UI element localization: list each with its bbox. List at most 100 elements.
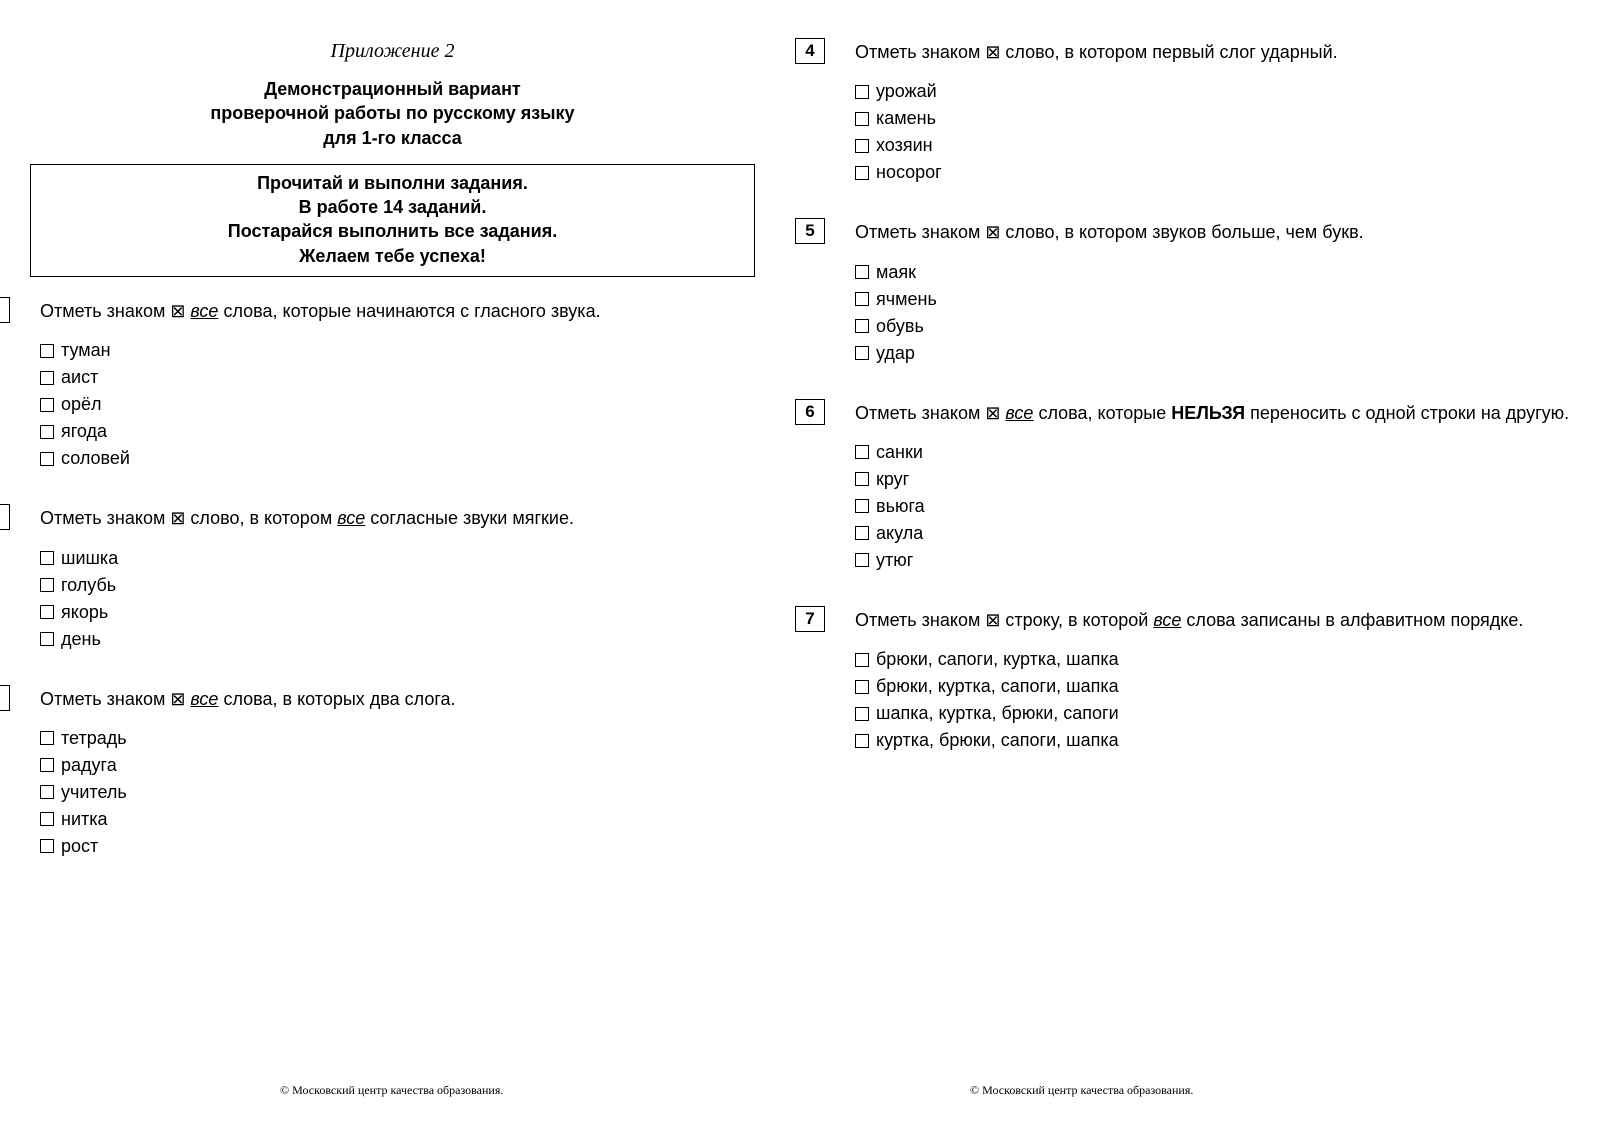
task-body: Отметь знаком ⊠ строку, в которой все сл… xyxy=(855,608,1570,754)
checkbox-icon[interactable] xyxy=(855,472,869,486)
option-row: голубь xyxy=(40,572,755,599)
checkbox-icon[interactable] xyxy=(40,731,54,745)
checkbox-icon[interactable] xyxy=(855,166,869,180)
option-label: удар xyxy=(876,340,915,367)
task-7: 7Отметь знаком ⊠ строку, в которой все с… xyxy=(845,608,1570,754)
option-row: камень xyxy=(855,105,1570,132)
option-row: носорог xyxy=(855,159,1570,186)
checkbox-icon[interactable] xyxy=(855,499,869,513)
option-row: куртка, брюки, сапоги, шапка xyxy=(855,727,1570,754)
option-label: туман xyxy=(61,337,111,364)
appendix-label: Приложение 2 xyxy=(30,40,755,63)
checkbox-icon[interactable] xyxy=(855,292,869,306)
checkbox-icon[interactable] xyxy=(855,265,869,279)
task-body: Отметь знаком ⊠ слово, в котором все сог… xyxy=(40,506,755,652)
checkbox-icon[interactable] xyxy=(855,526,869,540)
checkbox-icon[interactable] xyxy=(40,785,54,799)
option-row: якорь xyxy=(40,599,755,626)
option-label: шапка, куртка, брюки, сапоги xyxy=(876,700,1119,727)
checkbox-icon[interactable] xyxy=(40,344,54,358)
option-label: утюг xyxy=(876,547,913,574)
option-row: рост xyxy=(40,833,755,860)
checkbox-icon[interactable] xyxy=(40,605,54,619)
footer-left: © Московский центр качества образования. xyxy=(280,1083,503,1098)
option-label: брюки, куртка, сапоги, шапка xyxy=(876,673,1119,700)
checkbox-icon[interactable] xyxy=(855,707,869,721)
option-row: учитель xyxy=(40,779,755,806)
option-label: хозяин xyxy=(876,132,933,159)
task-number-wrap: 5 xyxy=(795,220,855,244)
instruction-line: Постарайся выполнить все задания. xyxy=(41,219,744,243)
option-label: якорь xyxy=(61,599,108,626)
checkbox-icon[interactable] xyxy=(855,653,869,667)
right-tasks: 4Отметь знаком ⊠ слово, в котором первый… xyxy=(845,40,1570,754)
checkbox-icon[interactable] xyxy=(855,553,869,567)
task-number: 1 xyxy=(0,297,10,323)
option-label: круг xyxy=(876,466,909,493)
checkbox-icon[interactable] xyxy=(40,551,54,565)
checkbox-icon[interactable] xyxy=(855,346,869,360)
option-row: акула xyxy=(855,520,1570,547)
checkbox-icon[interactable] xyxy=(855,85,869,99)
checkbox-icon[interactable] xyxy=(855,734,869,748)
task-body: Отметь знаком ⊠ слово, в котором звуков … xyxy=(855,220,1570,366)
options-list: урожайкаменьхозяинносорог xyxy=(855,78,1570,186)
option-row: ягода xyxy=(40,418,755,445)
task-number: 6 xyxy=(795,399,825,425)
option-label: нитка xyxy=(61,806,108,833)
checkbox-icon[interactable] xyxy=(855,112,869,126)
option-label: тетрадь xyxy=(61,725,127,752)
option-row: хозяин xyxy=(855,132,1570,159)
page: Приложение 2 Демонстрационный вариантпро… xyxy=(30,40,1570,1111)
task-number-wrap: 1 xyxy=(0,299,40,323)
options-list: маякячменьобувьудар xyxy=(855,259,1570,367)
option-label: куртка, брюки, сапоги, шапка xyxy=(876,727,1119,754)
checkbox-icon[interactable] xyxy=(855,445,869,459)
task-body: Отметь знаком ⊠ все слова, в которых два… xyxy=(40,687,755,860)
option-row: шапка, куртка, брюки, сапоги xyxy=(855,700,1570,727)
option-row: туман xyxy=(40,337,755,364)
task-6: 6Отметь знаком ⊠ все слова, которые НЕЛЬ… xyxy=(845,401,1570,574)
task-prompt: Отметь знаком ⊠ строку, в которой все сл… xyxy=(855,608,1570,632)
options-list: санкикругвьюгаакулаутюг xyxy=(855,439,1570,574)
options-list: тетрадьрадугаучительниткарост xyxy=(40,725,755,860)
checkbox-icon[interactable] xyxy=(40,425,54,439)
option-label: аист xyxy=(61,364,98,391)
task-number: 3 xyxy=(0,685,10,711)
checkbox-icon[interactable] xyxy=(40,758,54,772)
option-row: урожай xyxy=(855,78,1570,105)
columns: Приложение 2 Демонстрационный вариантпро… xyxy=(30,40,1570,894)
options-list: брюки, сапоги, куртка, шапкабрюки, куртк… xyxy=(855,646,1570,754)
checkbox-icon[interactable] xyxy=(40,839,54,853)
option-row: санки xyxy=(855,439,1570,466)
checkbox-icon[interactable] xyxy=(40,452,54,466)
option-row: обувь xyxy=(855,313,1570,340)
instruction-line: Желаем тебе успеха! xyxy=(41,244,744,268)
task-number: 2 xyxy=(0,504,10,530)
checkbox-icon[interactable] xyxy=(855,680,869,694)
option-row: утюг xyxy=(855,547,1570,574)
option-row: день xyxy=(40,626,755,653)
instruction-line: Прочитай и выполни задания. xyxy=(41,171,744,195)
checkbox-icon[interactable] xyxy=(40,371,54,385)
checkbox-icon[interactable] xyxy=(40,632,54,646)
title-line: проверочной работы по русскому языку xyxy=(70,101,715,125)
option-label: акула xyxy=(876,520,923,547)
task-number-wrap: 6 xyxy=(795,401,855,425)
task-5: 5Отметь знаком ⊠ слово, в котором звуков… xyxy=(845,220,1570,366)
option-row: брюки, сапоги, куртка, шапка xyxy=(855,646,1570,673)
checkbox-icon[interactable] xyxy=(40,398,54,412)
checkbox-icon[interactable] xyxy=(40,812,54,826)
option-label: радуга xyxy=(61,752,117,779)
left-tasks: 1Отметь знаком ⊠ все слова, которые начи… xyxy=(30,299,755,860)
option-row: маяк xyxy=(855,259,1570,286)
option-label: рост xyxy=(61,833,98,860)
options-list: шишкаголубьякорьдень xyxy=(40,545,755,653)
option-label: брюки, сапоги, куртка, шапка xyxy=(876,646,1119,673)
checkbox-icon[interactable] xyxy=(40,578,54,592)
option-row: соловей xyxy=(40,445,755,472)
title-line: Демонстрационный вариант xyxy=(70,77,715,101)
task-number: 5 xyxy=(795,218,825,244)
checkbox-icon[interactable] xyxy=(855,319,869,333)
checkbox-icon[interactable] xyxy=(855,139,869,153)
